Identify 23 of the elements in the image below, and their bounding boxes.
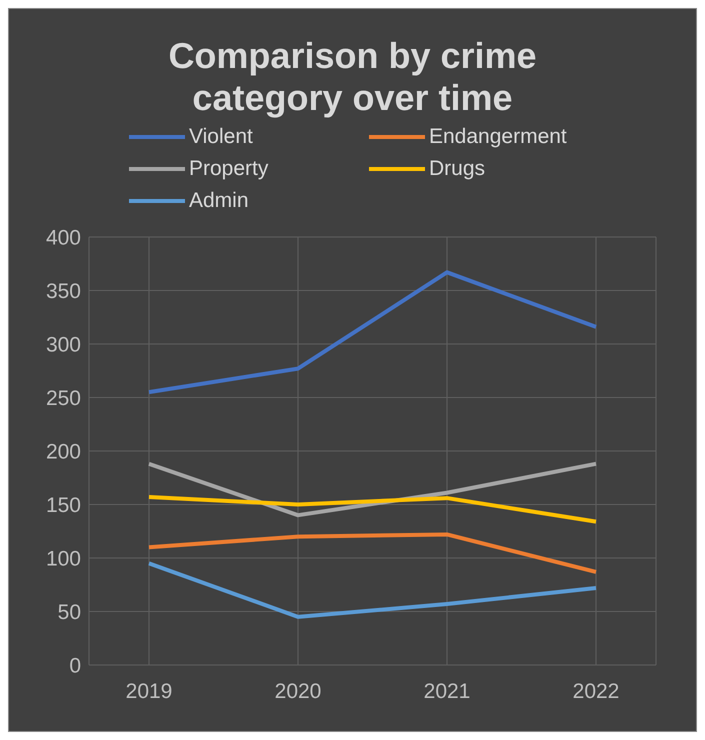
y-tick-label: 0 (69, 654, 81, 678)
x-tick-label: 2021 (424, 680, 470, 703)
legend-label: Endangerment (429, 125, 567, 149)
x-tick-label: 2022 (572, 680, 620, 703)
line-series (147, 561, 598, 619)
x-tick-label: 2020 (274, 680, 322, 703)
x-tick-label: 2019 (126, 680, 172, 703)
y-tick-label: 200 (46, 440, 81, 464)
line-series (147, 495, 598, 524)
legend-label: Drugs (429, 157, 486, 181)
legend-label: Admin (189, 189, 249, 213)
chart-title: Comparison by crime category over time (167, 34, 538, 120)
legend-label: Property (189, 157, 268, 181)
y-tick-label: 50 (58, 600, 81, 624)
y-tick-label: 150 (46, 494, 81, 517)
line-series (147, 532, 598, 574)
y-tick-label: 100 (46, 547, 81, 570)
y-tick-label: 400 (46, 226, 81, 250)
y-tick-label: 250 (46, 386, 81, 410)
legend-label: Violent (189, 125, 253, 149)
line-series (147, 270, 598, 394)
y-tick-label: 300 (46, 333, 81, 356)
y-tick-label: 350 (46, 280, 81, 303)
